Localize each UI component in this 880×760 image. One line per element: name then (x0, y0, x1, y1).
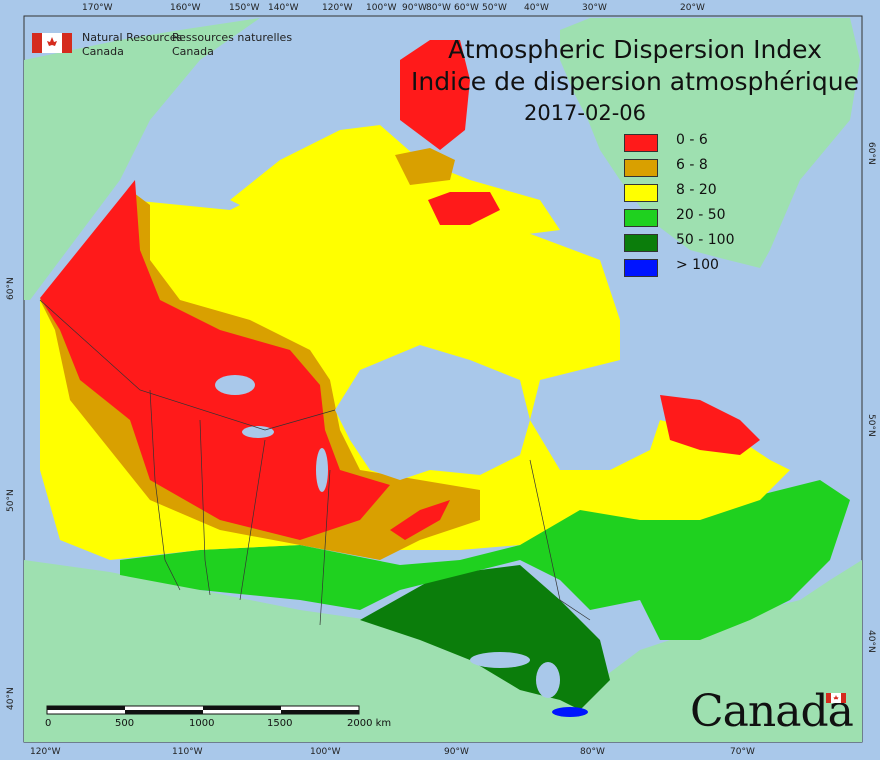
province-boundary-on-qc (529, 459, 591, 621)
legend-label: 0 - 6 (676, 132, 708, 148)
usa-landmass (24, 560, 862, 742)
alaska-landmass (24, 18, 260, 300)
scale-label: 2000 km (347, 718, 392, 729)
zone-0-6-ellesmere (400, 40, 470, 150)
title-french: Indice de dispersion atmosphérique (411, 67, 859, 96)
legend-label: 8 - 20 (676, 182, 717, 198)
top-axis-label: 140°W (268, 3, 299, 13)
legend-label: 6 - 8 (676, 157, 708, 173)
top-axis-label: 40°W (524, 3, 549, 13)
lake-winnipeg (316, 448, 328, 492)
territory-boundary-north (39, 299, 336, 431)
top-axis-label: 160°W (170, 3, 201, 13)
top-axis-label: 170°W (82, 3, 113, 13)
canada-flag-icon (32, 33, 72, 53)
scale-label: 1000 (189, 718, 215, 729)
legend-swatch (624, 184, 658, 202)
right-axis-label: 40°N (866, 630, 876, 653)
agency-en-line1: Natural Resources (82, 31, 183, 44)
great-bear-lake (215, 375, 255, 395)
bottom-axis-label: 120°W (30, 747, 61, 757)
agency-name-en: Natural Resources Canada (82, 31, 182, 59)
zone-0-6-labrador (660, 395, 760, 455)
legend-label: 50 - 100 (676, 232, 735, 248)
scale-label: 1500 (267, 718, 293, 729)
hudson-bay (335, 345, 530, 480)
legend-swatch (624, 234, 658, 252)
wordmark-flag-icon (826, 693, 846, 703)
zone-0-6-northwest (40, 180, 390, 540)
top-axis-label: 50°W (482, 3, 507, 13)
legend-swatch (624, 259, 658, 277)
top-axis-label: 100°W (366, 3, 397, 13)
zone-0-6-baffin (428, 192, 500, 225)
lake-huron (536, 662, 560, 698)
map-title: Atmospheric Dispersion Index Indice de d… (400, 34, 870, 128)
agency-fr-line1: Ressources naturelles (172, 31, 293, 44)
zone-0-6-ontario (390, 500, 450, 540)
legend-label: > 100 (676, 257, 719, 273)
top-axis-label: 90°W (402, 3, 427, 13)
legend-swatch (624, 134, 658, 152)
province-boundary-bc-ab (149, 389, 181, 591)
left-axis-label: 40°N (6, 687, 16, 710)
legend-swatch (624, 159, 658, 177)
legend-label: 20 - 50 (676, 207, 726, 223)
greenland-landmass (560, 18, 860, 268)
right-axis-label: 50°N (866, 414, 876, 437)
agency-en-line2: Canada (82, 45, 124, 58)
zone-6-8-arctic (395, 148, 455, 185)
left-axis-label: 50°N (6, 489, 16, 512)
bottom-axis-label: 90°W (444, 747, 469, 757)
province-boundary-mb-on (319, 469, 331, 626)
scale-bar (46, 705, 360, 715)
agency-fr-line2: Canada (172, 45, 214, 58)
right-axis-label: 60°N (866, 142, 876, 165)
map-date: 2017-02-06 (523, 101, 647, 125)
province-boundary-ab-sk (199, 419, 211, 596)
great-slave-lake (242, 426, 274, 438)
top-axis-label: 80°W (426, 3, 451, 13)
top-axis-label: 120°W (322, 3, 353, 13)
top-axis-label: 60°W (454, 3, 479, 13)
bottom-axis-label: 100°W (310, 747, 341, 757)
title-english: Atmospheric Dispersion Index (448, 35, 822, 64)
left-axis-label: 60°N (6, 277, 16, 300)
bottom-axis-label: 80°W (580, 747, 605, 757)
top-axis-label: 30°W (582, 3, 607, 13)
province-boundary-sk-mb (239, 439, 266, 601)
bottom-axis-label: 110°W (172, 747, 203, 757)
scale-label: 500 (115, 718, 135, 729)
lake-superior (470, 652, 530, 668)
lake-erie (552, 707, 588, 717)
bottom-axis-label: 70°W (730, 747, 755, 757)
scale-label: 0 (45, 718, 52, 729)
top-axis-label: 20°W (680, 3, 705, 13)
top-axis-label: 150°W (229, 3, 260, 13)
legend-swatch (624, 209, 658, 227)
agency-name-fr: Ressources naturelles Canada (172, 31, 292, 59)
